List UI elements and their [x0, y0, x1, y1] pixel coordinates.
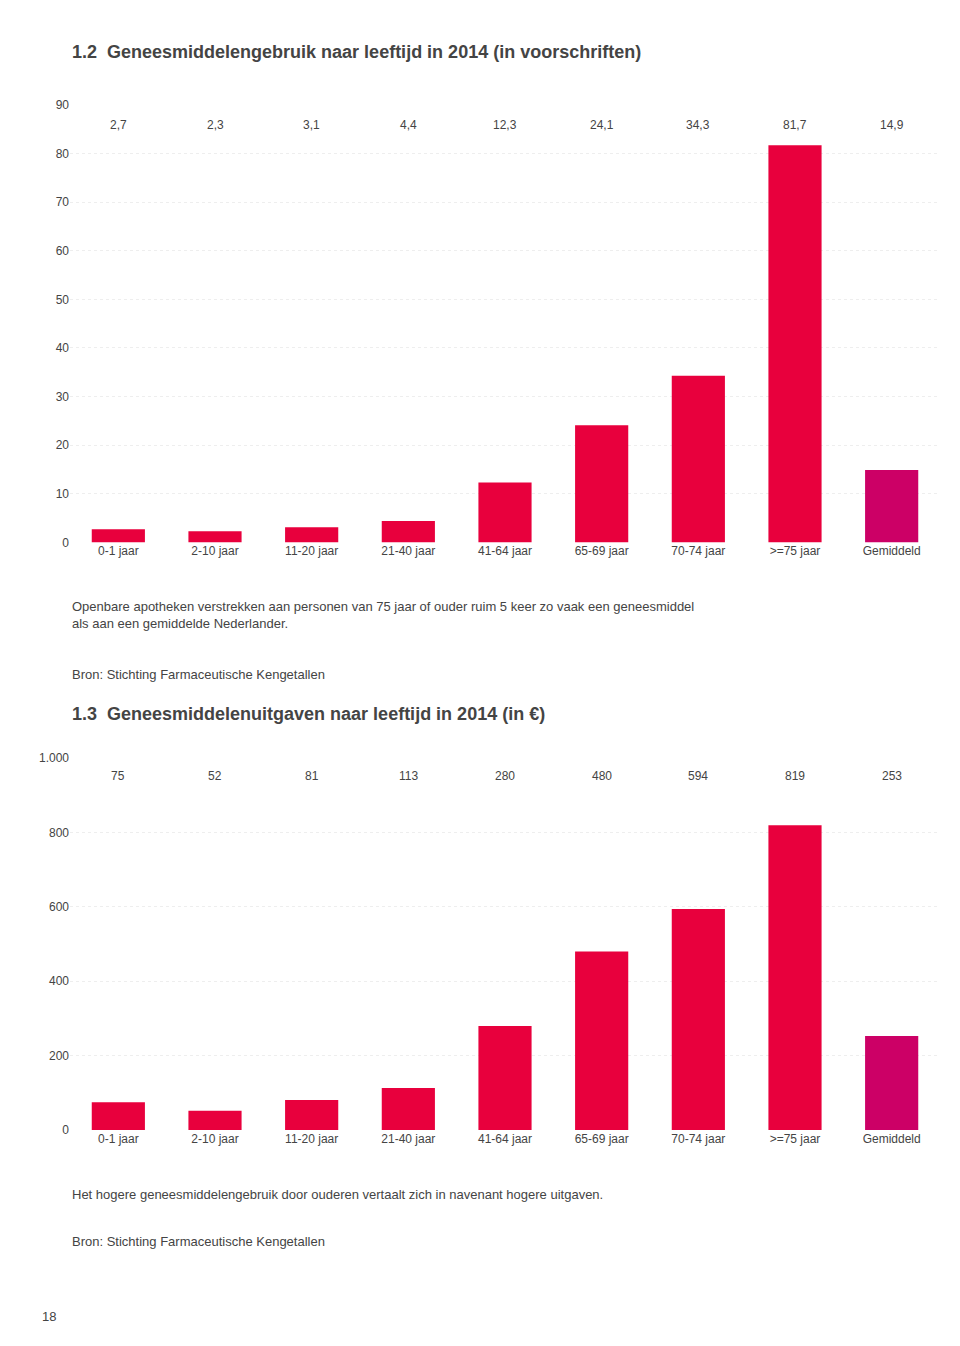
- svg-text:80: 80: [56, 147, 70, 161]
- svg-text:>=75 jaar: >=75 jaar: [770, 544, 821, 558]
- svg-text:Bron: Stichting Farmaceutische: Bron: Stichting Farmaceutische Kengetall…: [72, 1234, 325, 1249]
- svg-text:41-64 jaar: 41-64 jaar: [478, 1132, 532, 1146]
- svg-text:400: 400: [49, 974, 69, 988]
- svg-text:600: 600: [49, 900, 69, 914]
- svg-text:Bron: Stichting Farmaceutische: Bron: Stichting Farmaceutische Kengetall…: [72, 667, 325, 682]
- svg-text:14,9: 14,9: [880, 118, 904, 132]
- svg-text:52: 52: [208, 769, 222, 783]
- svg-text:70-74 jaar: 70-74 jaar: [671, 544, 725, 558]
- svg-text:24,1: 24,1: [590, 118, 614, 132]
- svg-text:Het hogere geneesmiddelengebru: Het hogere geneesmiddelengebruik door ou…: [72, 1187, 603, 1202]
- svg-text:10: 10: [56, 487, 70, 501]
- svg-text:Openbare apotheken verstrekken: Openbare apotheken verstrekken aan perso…: [72, 599, 694, 631]
- svg-text:65-69 jaar: 65-69 jaar: [575, 1132, 629, 1146]
- svg-text:800: 800: [49, 826, 69, 840]
- svg-text:21-40 jaar: 21-40 jaar: [381, 1132, 435, 1146]
- svg-text:0-1 jaar: 0-1 jaar: [98, 1132, 139, 1146]
- svg-text:2-10 jaar: 2-10 jaar: [191, 1132, 238, 1146]
- svg-text:4,4: 4,4: [400, 118, 417, 132]
- svg-text:200: 200: [49, 1049, 69, 1063]
- svg-text:Gemiddeld: Gemiddeld: [863, 544, 921, 558]
- svg-text:1.2 Geneesmiddelengebruik naa: 1.2 Geneesmiddelengebruik naar leeftijd …: [72, 42, 641, 62]
- svg-text:2-10 jaar: 2-10 jaar: [191, 544, 238, 558]
- svg-text:18: 18: [42, 1309, 56, 1324]
- svg-text:70-74 jaar: 70-74 jaar: [671, 1132, 725, 1146]
- svg-text:30: 30: [56, 390, 70, 404]
- svg-text:75: 75: [111, 769, 125, 783]
- svg-text:253: 253: [882, 769, 902, 783]
- svg-text:Gemiddeld: Gemiddeld: [863, 1132, 921, 1146]
- svg-text:34,3: 34,3: [686, 118, 710, 132]
- svg-text:21-40 jaar: 21-40 jaar: [381, 544, 435, 558]
- svg-text:480: 480: [592, 769, 612, 783]
- svg-text:113: 113: [399, 769, 418, 783]
- svg-text:11-20 jaar: 11-20 jaar: [285, 544, 338, 558]
- svg-text:0-1 jaar: 0-1 jaar: [98, 544, 139, 558]
- svg-text:0: 0: [62, 1123, 69, 1137]
- svg-text:50: 50: [56, 293, 70, 307]
- svg-text:65-69 jaar: 65-69 jaar: [575, 544, 629, 558]
- svg-text:819: 819: [785, 769, 805, 783]
- svg-text:2,7: 2,7: [110, 118, 127, 132]
- svg-text:12,3: 12,3: [493, 118, 517, 132]
- svg-text:>=75 jaar: >=75 jaar: [770, 1132, 821, 1146]
- svg-text:41-64 jaar: 41-64 jaar: [478, 544, 532, 558]
- svg-text:594: 594: [688, 769, 708, 783]
- svg-text:70: 70: [56, 195, 70, 209]
- svg-text:0: 0: [62, 536, 69, 550]
- svg-text:60: 60: [56, 244, 70, 258]
- svg-text:20: 20: [56, 438, 70, 452]
- svg-text:1.3 Geneesmiddelenuitgaven na: 1.3 Geneesmiddelenuitgaven naar leeftijd…: [72, 704, 545, 724]
- svg-text:81: 81: [305, 769, 319, 783]
- svg-text:3,1: 3,1: [303, 118, 320, 132]
- svg-text:1.000: 1.000: [39, 751, 69, 765]
- svg-text:40: 40: [56, 341, 70, 355]
- svg-text:11-20 jaar: 11-20 jaar: [285, 1132, 338, 1146]
- svg-text:2,3: 2,3: [207, 118, 224, 132]
- svg-text:90: 90: [56, 98, 70, 112]
- svg-text:280: 280: [495, 769, 515, 783]
- svg-text:81,7: 81,7: [783, 118, 807, 132]
